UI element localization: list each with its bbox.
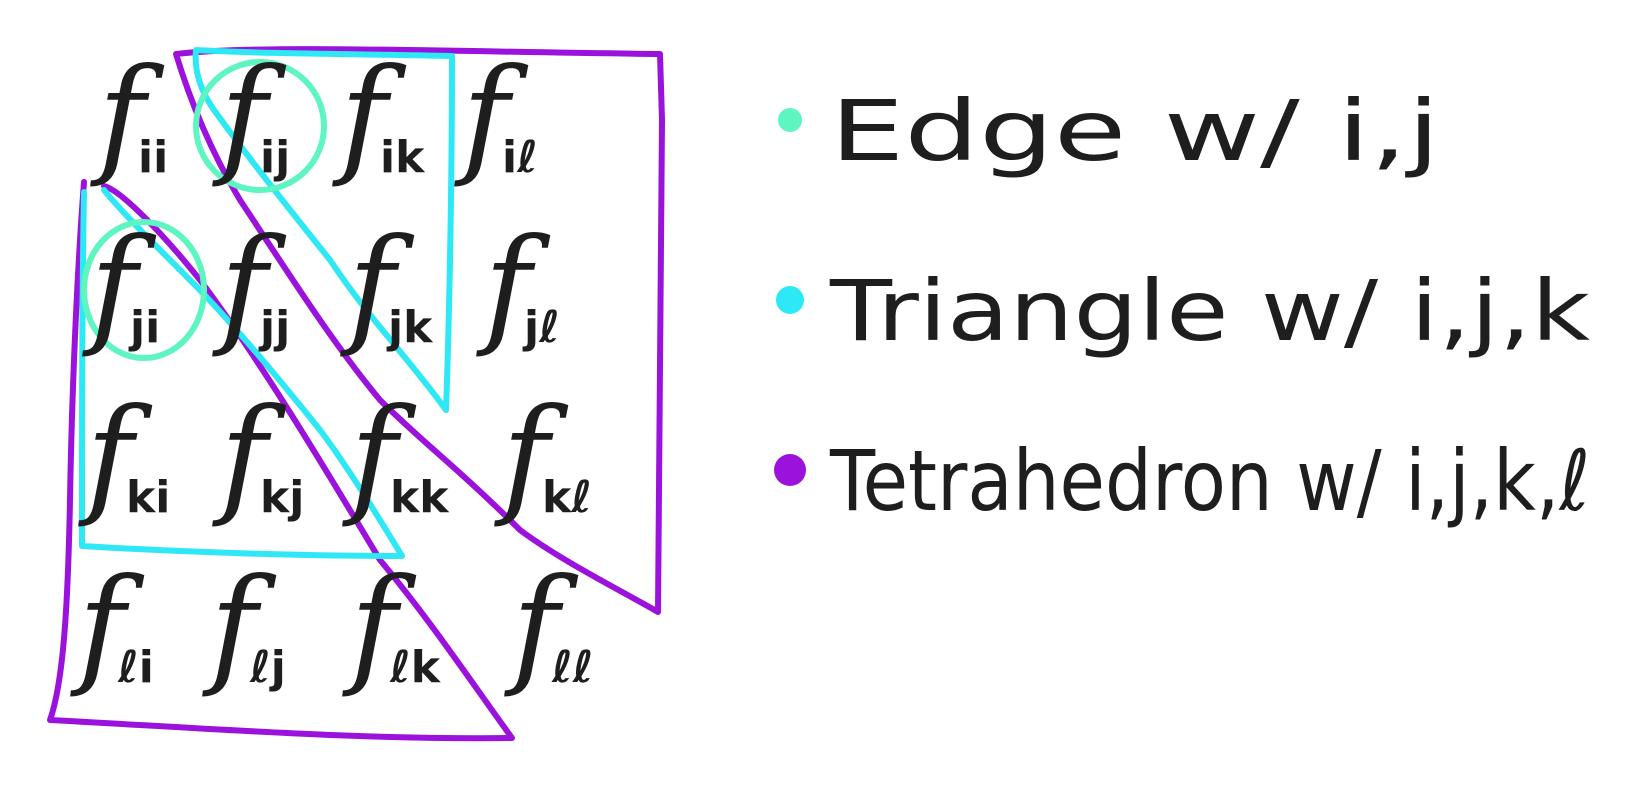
- matrix-entry-subscript: ki: [126, 472, 170, 523]
- matrix-entry: fkk: [342, 382, 450, 531]
- triangle-lower-region: [79, 187, 405, 559]
- matrix-entry-subscript: ij: [260, 132, 290, 183]
- legend: Edge w/ i,j Triangle w/ i,j,k Tetrahedron …: [774, 82, 1590, 530]
- matrix-entry-subscript: ℓi: [117, 642, 154, 693]
- matrix-entry: fii: [90, 42, 168, 191]
- matrix-entry-subscript: ℓj: [249, 642, 286, 693]
- matrix-entry-subscript: kj: [260, 472, 304, 523]
- triangle-upper-region: [192, 47, 455, 413]
- matrix-entry: fjℓ: [476, 212, 560, 361]
- matrix-entry: fkℓ: [494, 382, 592, 531]
- legend-bullet: [776, 286, 804, 314]
- matrix-entry: fkj: [212, 382, 304, 531]
- legend-item: Edge w/ i,j: [778, 82, 1440, 180]
- matrix-entry: fiℓ: [454, 42, 538, 191]
- legend-bullet: [778, 108, 802, 132]
- tetrahedron-upper-region: [173, 46, 665, 615]
- matrix-entry-subscript: kℓ: [542, 472, 592, 523]
- edge-highlights: [81, 59, 327, 361]
- edge-circle-fji: [81, 219, 207, 361]
- matrix-entry: fik: [332, 42, 426, 191]
- matrix-entry: fjk: [340, 212, 434, 361]
- matrix-entry-subscript: kk: [390, 472, 450, 523]
- matrix-entry-subscript: ik: [380, 132, 426, 183]
- legend-bullet: [774, 454, 806, 486]
- matrix-entry: fki: [78, 382, 170, 531]
- matrix-entry-subscript: ℓk: [389, 642, 442, 693]
- matrix-entry-subscript: ii: [138, 132, 168, 183]
- matrix-entry-subscript: iℓ: [502, 132, 538, 183]
- matrix-entry: fℓi: [70, 552, 154, 701]
- legend-label: Tetrahedron w/ i,j,k,ℓ: [829, 432, 1590, 530]
- matrix-entry: fjj: [212, 212, 290, 361]
- legend-label: Edge w/ i,j: [830, 82, 1440, 180]
- legend-item: Triangle w/ i,j,k: [776, 262, 1590, 360]
- matrix-entry-subscript: ℓℓ: [551, 642, 594, 693]
- matrix-entry: fℓℓ: [504, 552, 594, 701]
- matrix-entry: fℓk: [342, 552, 442, 701]
- matrix-entry-subscript: jℓ: [522, 302, 560, 353]
- legend-item: Tetrahedron w/ i,j,k,ℓ: [774, 432, 1590, 530]
- matrix-entry-subscript: jk: [386, 302, 434, 353]
- triangle-outline: [79, 47, 455, 559]
- matrix-entry: fℓj: [202, 552, 286, 701]
- legend-label: Triangle w/ i,j,k: [829, 262, 1591, 360]
- matrix-entry-subscript: ji: [128, 302, 160, 353]
- matrix-entry-subscript: jj: [258, 302, 290, 353]
- edge-circle-fij: [193, 59, 327, 193]
